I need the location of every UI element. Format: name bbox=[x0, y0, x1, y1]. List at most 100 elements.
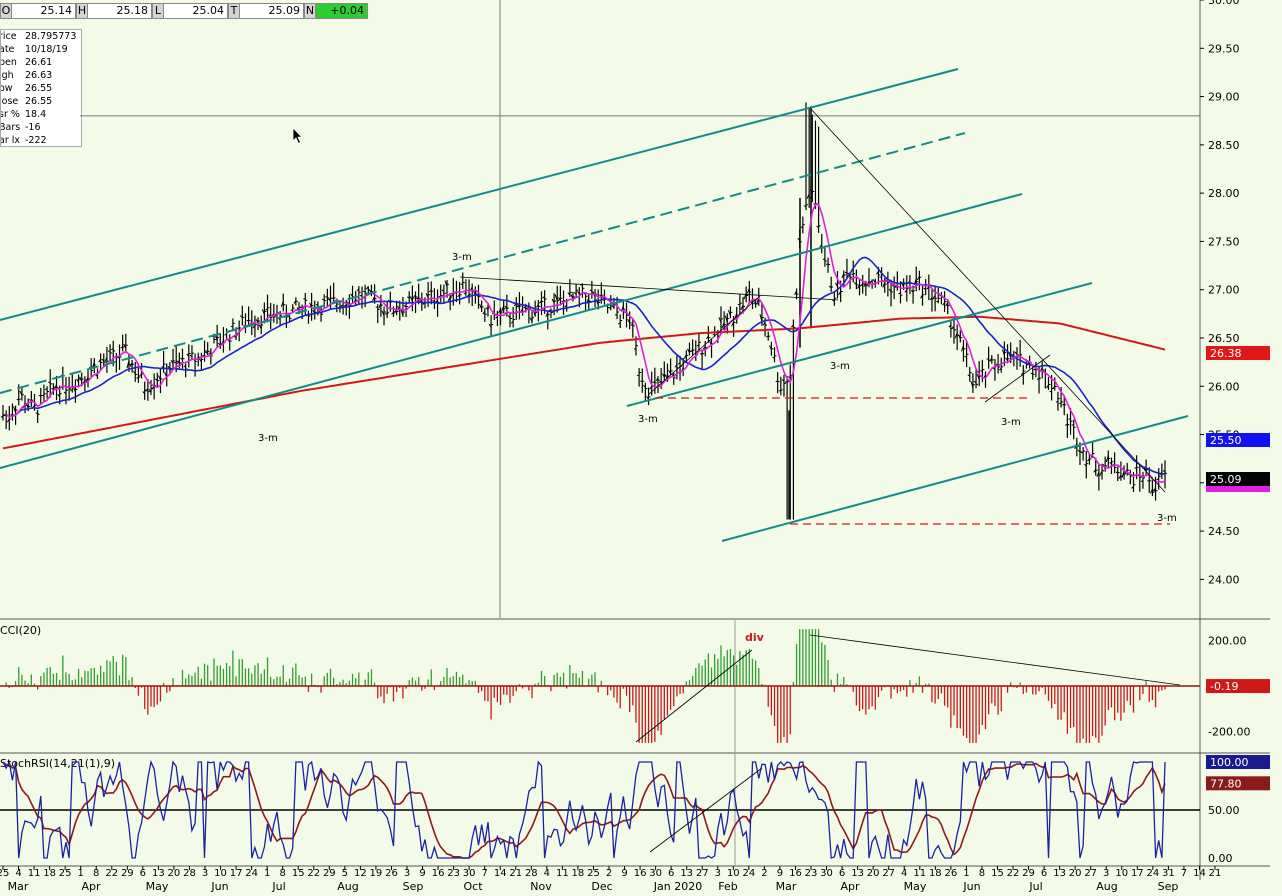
y-tick-label: 24.50 bbox=[1208, 525, 1240, 538]
x-day-label: 7 bbox=[482, 868, 488, 879]
y-tick-label: 26.50 bbox=[1208, 332, 1240, 345]
price-bar bbox=[227, 334, 232, 351]
price-bar bbox=[617, 314, 623, 329]
price-bar-open bbox=[142, 391, 146, 395]
price-bar-open bbox=[1008, 353, 1012, 358]
stochrsi-value-box bbox=[1206, 755, 1270, 769]
x-day-label: 18 bbox=[43, 868, 56, 879]
price-bar bbox=[860, 274, 865, 294]
data-window-label: ar lx bbox=[0, 135, 21, 146]
price-bar bbox=[737, 294, 742, 316]
price-bar-open bbox=[1118, 474, 1122, 479]
ohlc-key: O bbox=[0, 3, 12, 19]
price-bar bbox=[72, 379, 78, 403]
price-bar bbox=[970, 373, 975, 393]
cci-title: CCI(20) bbox=[0, 624, 41, 637]
x-day-label: 16 bbox=[789, 868, 802, 879]
price-bar bbox=[1030, 364, 1035, 380]
price-bar-open bbox=[1052, 386, 1056, 390]
price-bar bbox=[1036, 366, 1042, 394]
price-bar-open bbox=[1109, 462, 1112, 464]
price-bar-open bbox=[932, 295, 936, 299]
y-tick-label: 29.00 bbox=[1208, 91, 1240, 104]
ohlc-key: H bbox=[76, 3, 88, 19]
price-bar-open bbox=[479, 303, 483, 310]
price-bar-open bbox=[350, 293, 353, 297]
price-bar-open bbox=[699, 353, 703, 356]
price-bar-open bbox=[529, 317, 533, 322]
price-bar-open bbox=[646, 396, 649, 400]
x-day-label: 22 bbox=[1007, 868, 1020, 879]
x-day-label: 6 bbox=[839, 868, 845, 879]
x-month-label: Sep bbox=[1158, 880, 1179, 893]
x-day-label: 18 bbox=[929, 868, 942, 879]
x-day-label: 8 bbox=[979, 868, 985, 879]
price-bar bbox=[936, 287, 941, 304]
price-bar bbox=[3, 410, 9, 430]
price-bar-open bbox=[432, 299, 435, 302]
price-bar bbox=[986, 346, 991, 369]
price-bar-open bbox=[460, 283, 463, 286]
x-day-label: 4 bbox=[901, 868, 907, 879]
price-bar bbox=[488, 315, 494, 336]
price-bar-open bbox=[384, 312, 388, 315]
price-bar bbox=[1020, 365, 1026, 385]
x-day-label: 2 bbox=[761, 868, 767, 879]
price-bar bbox=[548, 308, 553, 319]
price-bar-open bbox=[378, 303, 382, 309]
price-bar bbox=[180, 348, 185, 369]
price-bar-open bbox=[910, 289, 914, 293]
price-bar bbox=[1096, 463, 1101, 491]
price-bar-open bbox=[964, 355, 967, 358]
price-bar bbox=[803, 102, 809, 211]
ohlc-key: N bbox=[304, 3, 316, 19]
price-bar-open bbox=[617, 322, 621, 325]
x-month-label: Sep bbox=[403, 880, 424, 893]
price-bar bbox=[983, 371, 988, 388]
price-bar bbox=[375, 304, 380, 324]
price-bar bbox=[429, 281, 434, 305]
x-day-label: 23 bbox=[447, 868, 460, 879]
price-bar-open bbox=[891, 284, 895, 287]
price-bar bbox=[384, 301, 390, 319]
price-bar bbox=[495, 310, 500, 327]
price-bar bbox=[76, 374, 81, 387]
price-bar-open bbox=[340, 304, 344, 307]
price-bar-open bbox=[372, 296, 376, 302]
price-bar bbox=[482, 308, 487, 322]
price-bar bbox=[189, 345, 194, 360]
x-day-label: 25 bbox=[587, 868, 600, 879]
price-bar-open bbox=[157, 375, 161, 381]
price-bar bbox=[107, 344, 113, 363]
price-bar-open bbox=[794, 290, 798, 296]
price-bar-open bbox=[154, 378, 158, 382]
price-bar bbox=[1052, 377, 1057, 391]
price-bar-open bbox=[482, 310, 486, 315]
y-tick-label: 29.50 bbox=[1208, 42, 1240, 55]
price-bar-open bbox=[1156, 478, 1159, 481]
price-label-box bbox=[1206, 433, 1270, 447]
x-day-label: 26 bbox=[385, 868, 398, 879]
price-bar bbox=[768, 341, 774, 356]
y-tick-label: 27.00 bbox=[1208, 284, 1240, 297]
price-bar-open bbox=[246, 319, 249, 322]
x-day-label: 27 bbox=[882, 868, 895, 879]
price-bar bbox=[819, 233, 824, 254]
price-bar-open bbox=[328, 297, 331, 302]
price-bar-open bbox=[132, 370, 136, 374]
x-day-label: 15 bbox=[991, 868, 1004, 879]
x-day-label: 1 bbox=[264, 868, 270, 879]
price-bar-open bbox=[148, 389, 152, 393]
channel-mid-line bbox=[0, 132, 966, 394]
price-bar-open bbox=[945, 302, 949, 307]
price-bar-open bbox=[3, 414, 7, 417]
price-bar bbox=[157, 367, 163, 394]
price-label: 25.50 bbox=[1210, 434, 1242, 447]
price-bar bbox=[772, 347, 777, 363]
x-day-label: 21 bbox=[1209, 868, 1222, 879]
x-day-label: 10 bbox=[1115, 868, 1128, 879]
price-bar bbox=[381, 306, 387, 326]
price-bar bbox=[457, 282, 462, 305]
price-bar-open bbox=[822, 258, 826, 260]
